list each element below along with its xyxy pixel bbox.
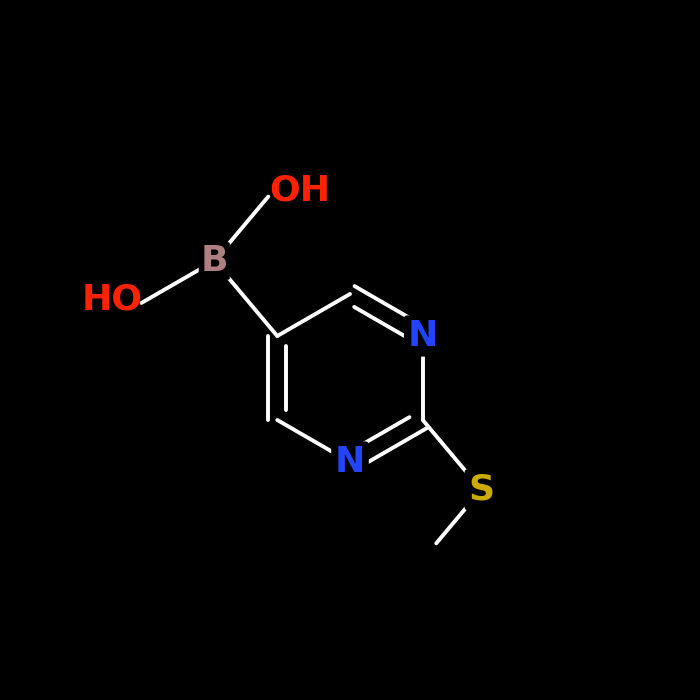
Text: B: B (200, 244, 228, 278)
Text: N: N (407, 319, 438, 353)
Text: N: N (335, 445, 365, 479)
Text: S: S (468, 473, 494, 507)
Text: OH: OH (270, 174, 330, 208)
Text: HO: HO (82, 282, 143, 316)
